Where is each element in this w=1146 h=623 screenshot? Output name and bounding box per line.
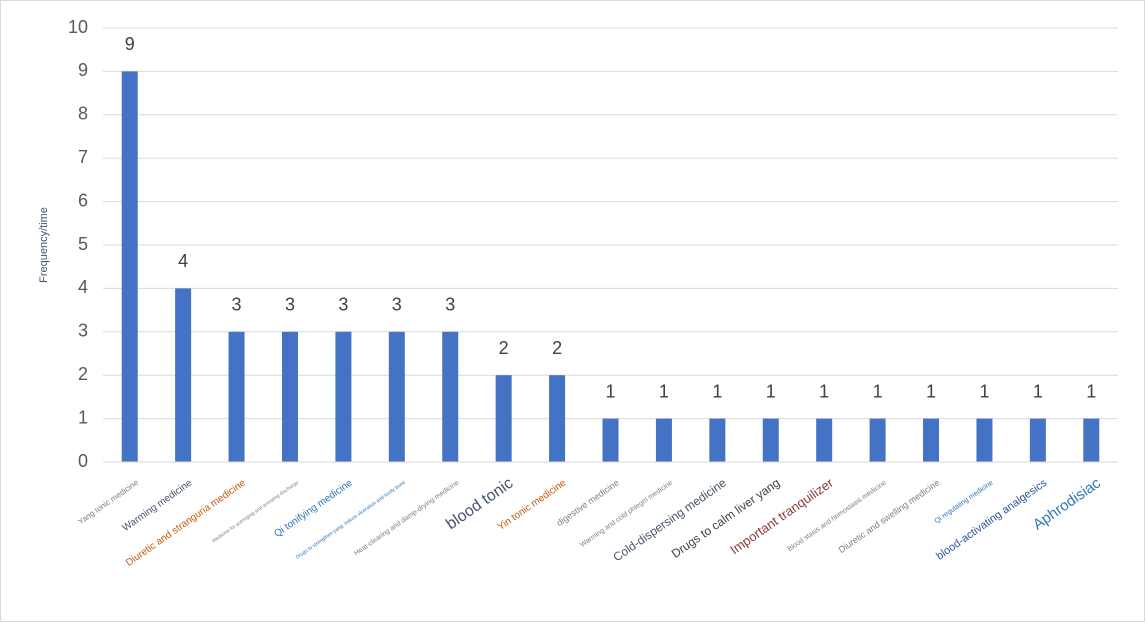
data-label: 1 [926,381,936,401]
bar [869,418,886,462]
y-tick-label: 8 [78,104,88,124]
data-label: 1 [712,381,722,401]
y-axis-label: Frequency/time [38,207,50,283]
bar [1029,418,1046,462]
y-tick-label: 3 [78,321,88,341]
bar [549,375,566,462]
bar [709,418,726,462]
data-label: 1 [1086,381,1096,401]
data-label: 1 [766,381,776,401]
y-tick-label: 7 [78,147,88,167]
bar [655,418,672,462]
data-label: 1 [1033,381,1043,401]
data-label: 1 [605,381,615,401]
data-label: 3 [392,295,402,315]
data-label: 1 [819,381,829,401]
bar [976,418,993,462]
y-tick-label: 2 [78,364,88,384]
y-tick-label: 10 [68,17,88,37]
data-label: 1 [873,381,883,401]
data-label: 1 [659,381,669,401]
y-tick-label: 4 [78,277,88,297]
bar [762,418,779,462]
data-label: 4 [178,251,188,271]
bar [228,331,245,462]
bar [442,331,459,462]
y-tick-label: 0 [78,451,88,471]
bar [816,418,833,462]
bar [175,288,192,462]
bar [495,375,512,462]
data-label: 3 [445,295,455,315]
y-tick-label: 9 [78,60,88,80]
data-label: 9 [125,34,135,54]
bar [335,331,352,462]
bar [281,331,298,462]
bar [121,71,138,463]
bar [388,331,405,462]
data-label: 3 [338,295,348,315]
bar [602,418,619,462]
data-label: 2 [499,338,509,358]
y-tick-label: 6 [78,190,88,210]
bar [923,418,940,462]
data-label: 3 [232,295,242,315]
y-tick-label: 1 [78,407,88,427]
data-label: 3 [285,295,295,315]
data-label: 2 [552,338,562,358]
data-label: 1 [979,381,989,401]
bar [1083,418,1100,462]
y-tick-label: 5 [78,234,88,254]
